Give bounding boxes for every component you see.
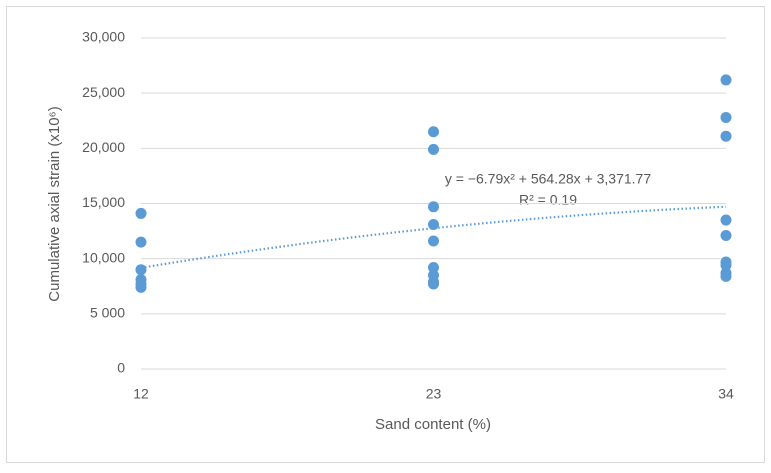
x-tick-label: 12 <box>133 386 149 402</box>
data-point <box>135 236 147 248</box>
x-axis-label: Sand content (%) <box>375 416 491 433</box>
y-tick-label: 0 <box>117 360 125 376</box>
y-tick-label: 30,000 <box>82 29 125 45</box>
data-point <box>428 278 439 290</box>
data-point <box>428 235 439 247</box>
data-point <box>135 264 147 276</box>
y-tick-label: 25,000 <box>82 84 125 100</box>
data-point <box>720 111 732 123</box>
data-point <box>720 130 732 142</box>
y-tick-label: 5 000 <box>90 305 125 321</box>
x-tick-label: 34 <box>718 386 734 402</box>
y-tick-label: 10,000 <box>82 249 125 265</box>
data-point <box>428 201 439 213</box>
data-point <box>720 259 732 271</box>
chart-frame <box>6 6 765 463</box>
y-tick-label: 15,000 <box>82 194 125 210</box>
data-point <box>428 143 439 155</box>
data-point <box>428 126 439 138</box>
data-point <box>720 229 732 241</box>
data-point <box>428 261 439 273</box>
trendline-r2: R² = 0.19 <box>519 192 577 208</box>
data-point <box>135 281 147 293</box>
data-point <box>720 74 732 86</box>
y-tick-label: 20,000 <box>82 139 125 155</box>
trendline-equation: y = −6.79x² + 564.28x + 3,371.77 <box>445 171 651 187</box>
data-point <box>428 218 439 230</box>
data-point <box>720 214 732 226</box>
x-tick-label: 23 <box>426 386 442 402</box>
data-point <box>720 270 732 282</box>
data-point <box>135 207 147 219</box>
y-axis-label: Cumulative axial strain (x10⁶) <box>46 106 63 301</box>
